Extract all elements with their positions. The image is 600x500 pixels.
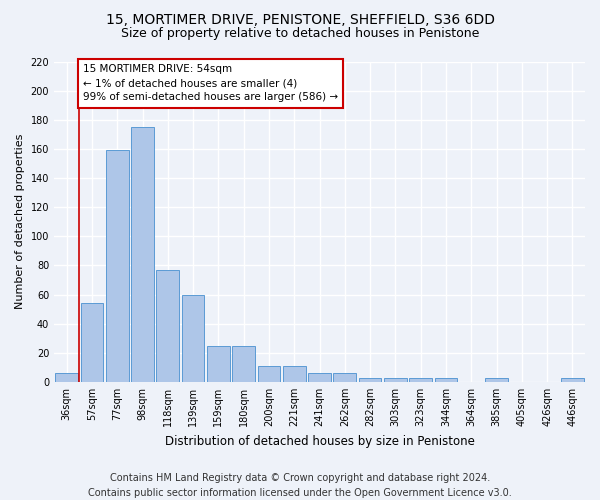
Bar <box>131 127 154 382</box>
X-axis label: Distribution of detached houses by size in Penistone: Distribution of detached houses by size … <box>164 434 475 448</box>
Bar <box>561 378 584 382</box>
Bar <box>308 373 331 382</box>
Bar <box>232 346 255 382</box>
Bar <box>182 294 205 382</box>
Bar <box>334 373 356 382</box>
Bar <box>157 270 179 382</box>
Text: 15, MORTIMER DRIVE, PENISTONE, SHEFFIELD, S36 6DD: 15, MORTIMER DRIVE, PENISTONE, SHEFFIELD… <box>106 12 494 26</box>
Text: 15 MORTIMER DRIVE: 54sqm
← 1% of detached houses are smaller (4)
99% of semi-det: 15 MORTIMER DRIVE: 54sqm ← 1% of detache… <box>83 64 338 102</box>
Bar <box>359 378 382 382</box>
Bar <box>257 366 280 382</box>
Bar <box>106 150 128 382</box>
Text: Size of property relative to detached houses in Penistone: Size of property relative to detached ho… <box>121 28 479 40</box>
Bar <box>55 373 78 382</box>
Y-axis label: Number of detached properties: Number of detached properties <box>15 134 25 310</box>
Bar <box>384 378 407 382</box>
Text: Contains HM Land Registry data © Crown copyright and database right 2024.
Contai: Contains HM Land Registry data © Crown c… <box>88 472 512 498</box>
Bar <box>283 366 305 382</box>
Bar <box>409 378 432 382</box>
Bar <box>485 378 508 382</box>
Bar <box>207 346 230 382</box>
Bar <box>80 304 103 382</box>
Bar <box>434 378 457 382</box>
